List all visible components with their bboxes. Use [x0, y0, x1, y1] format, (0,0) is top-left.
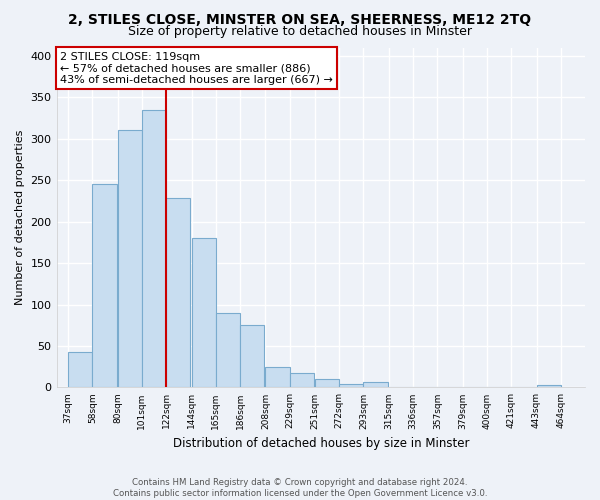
- Bar: [339, 384, 364, 388]
- Text: 2 STILES CLOSE: 119sqm
← 57% of detached houses are smaller (886)
43% of semi-de: 2 STILES CLOSE: 119sqm ← 57% of detached…: [60, 52, 333, 85]
- Bar: [315, 379, 339, 388]
- Bar: [290, 372, 314, 388]
- Bar: [92, 184, 116, 388]
- Bar: [216, 313, 240, 388]
- Bar: [536, 385, 561, 388]
- Bar: [364, 382, 388, 388]
- Bar: [166, 198, 190, 388]
- Bar: [68, 352, 92, 388]
- Text: Contains HM Land Registry data © Crown copyright and database right 2024.
Contai: Contains HM Land Registry data © Crown c…: [113, 478, 487, 498]
- Bar: [413, 386, 437, 388]
- Bar: [142, 110, 166, 388]
- Y-axis label: Number of detached properties: Number of detached properties: [15, 130, 25, 305]
- Text: Size of property relative to detached houses in Minster: Size of property relative to detached ho…: [128, 25, 472, 38]
- Bar: [265, 366, 290, 388]
- Text: 2, STILES CLOSE, MINSTER ON SEA, SHEERNESS, ME12 2TQ: 2, STILES CLOSE, MINSTER ON SEA, SHEERNE…: [68, 12, 532, 26]
- Bar: [118, 130, 142, 388]
- Bar: [240, 325, 264, 388]
- X-axis label: Distribution of detached houses by size in Minster: Distribution of detached houses by size …: [173, 437, 469, 450]
- Bar: [191, 238, 216, 388]
